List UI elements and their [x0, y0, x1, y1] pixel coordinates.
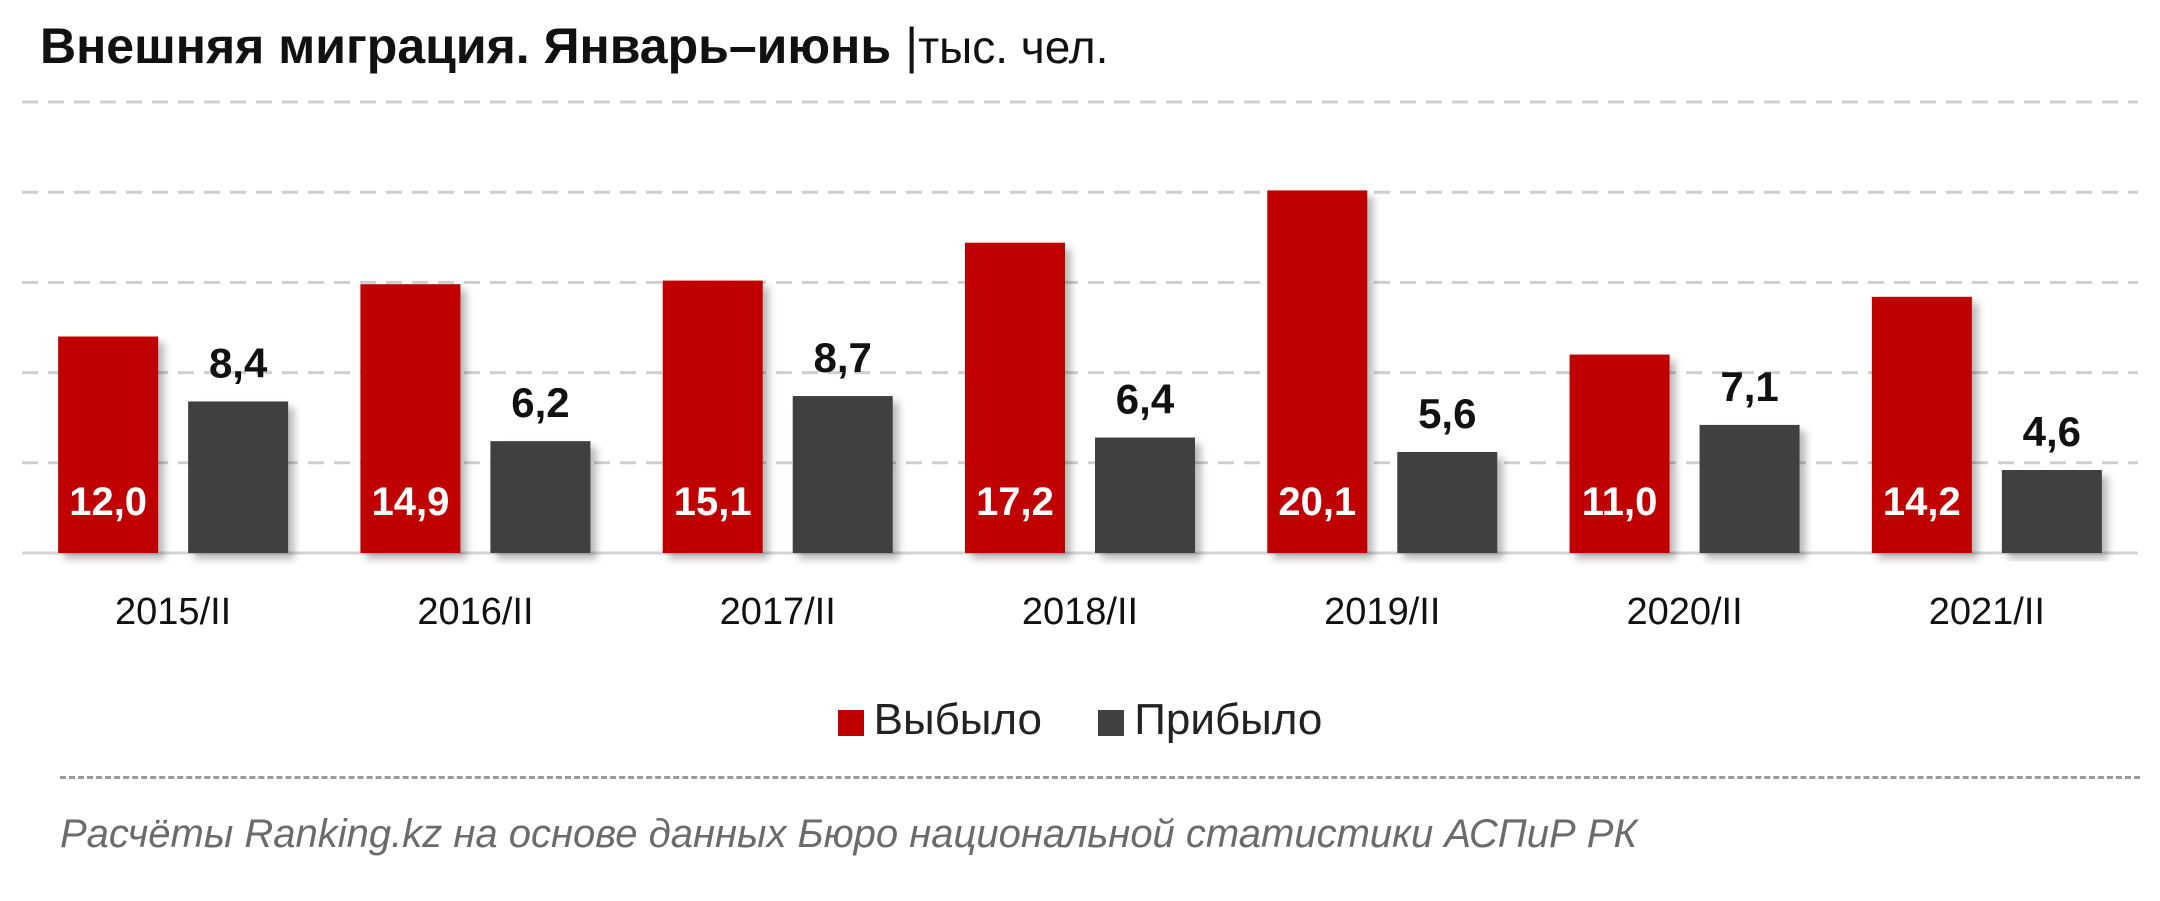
legend-label-departed: Выбыло — [873, 695, 1043, 744]
legend-swatch-arrived — [1098, 710, 1125, 736]
legend-label-arrived: Прибыло — [1134, 695, 1323, 744]
bar-departed-2020/II — [1569, 354, 1670, 553]
bar-departed-2015/II — [58, 336, 159, 553]
title-separator: | — [905, 18, 919, 74]
data-label-arrived-2019/II: 5,6 — [1418, 390, 1476, 437]
bar-arrived-2019/II — [1397, 451, 1498, 553]
data-label-departed-2018/II: 17,2 — [976, 480, 1054, 524]
bar-departed-2017/II — [662, 280, 763, 553]
bar-arrived-2018/II — [1095, 437, 1195, 553]
data-label-arrived-2017/II: 8,7 — [814, 334, 872, 381]
data-label-arrived-2018/II: 6,4 — [1116, 376, 1175, 423]
bar-chart: 12,0 8,4 14,9 6,2 15,1 8,7 17,2 6,4 20,1 5,6 11,0 7… — [22, 100, 2138, 633]
legend-item-arrived: Прибыло — [1098, 692, 1322, 748]
legend: Выбыло Прибыло — [0, 692, 2160, 748]
legend-swatch-departed — [837, 710, 864, 736]
chart-unit: тыс. чел. — [918, 21, 1109, 73]
data-label-arrived-2016/II: 6,2 — [511, 379, 569, 426]
bar-arrived-2017/II — [792, 396, 893, 553]
bar-departed-2016/II — [360, 284, 461, 553]
bar-arrived-2016/II — [490, 441, 591, 553]
footer-divider — [60, 776, 2140, 779]
legend-item-departed: Выбыло — [837, 692, 1043, 748]
bar-arrived-2020/II — [1699, 424, 1800, 553]
data-label-departed-2016/II: 14,9 — [371, 480, 449, 524]
data-labels: 12,0 8,4 14,9 6,2 15,1 8,7 17,2 6,4 20,1 5,6 11,0 7… — [69, 334, 2081, 524]
chart-title-text: Внешняя миграция. Январь–июнь — [40, 18, 892, 74]
bar-departed-2019/II — [1267, 190, 1368, 553]
bar-arrived-2015/II — [188, 401, 289, 553]
bar-departed-2018/II — [965, 242, 1065, 553]
x-tick-label: 2017/II — [720, 591, 836, 633]
data-label-departed-2017/II: 15,1 — [674, 480, 752, 524]
x-tick-label: 2016/II — [417, 591, 533, 633]
gridlines — [22, 100, 2138, 555]
bars — [58, 190, 2102, 553]
data-label-arrived-2020/II: 7,1 — [1720, 363, 1778, 410]
x-tick-label: 2015/II — [115, 591, 231, 633]
data-label-arrived-2021/II: 4,6 — [2023, 408, 2081, 455]
data-label-departed-2021/II: 14,2 — [1883, 480, 1961, 524]
data-label-departed-2020/II: 11,0 — [1582, 480, 1658, 524]
source-note: Расчёты Ranking.kz на основе данных Бюро… — [60, 812, 1638, 856]
data-label-departed-2015/II: 12,0 — [69, 480, 147, 524]
bar-arrived-2021/II — [2001, 470, 2102, 553]
data-label-departed-2019/II: 20,1 — [1278, 480, 1356, 524]
data-label-arrived-2015/II: 8,4 — [209, 339, 268, 386]
x-axis-tick-labels: 2015/II 2016/II 2017/II 2018/II 2019/II 2020/… — [115, 591, 2045, 633]
x-tick-label: 2019/II — [1324, 591, 1440, 633]
x-tick-label: 2018/II — [1022, 591, 1138, 633]
bar-departed-2021/II — [1871, 296, 1972, 553]
x-tick-label: 2021/II — [1929, 591, 2045, 633]
chart-title: Внешняя миграция. Январь–июнь |тыс. чел. — [40, 14, 1108, 79]
x-tick-label: 2020/II — [1626, 591, 1742, 633]
